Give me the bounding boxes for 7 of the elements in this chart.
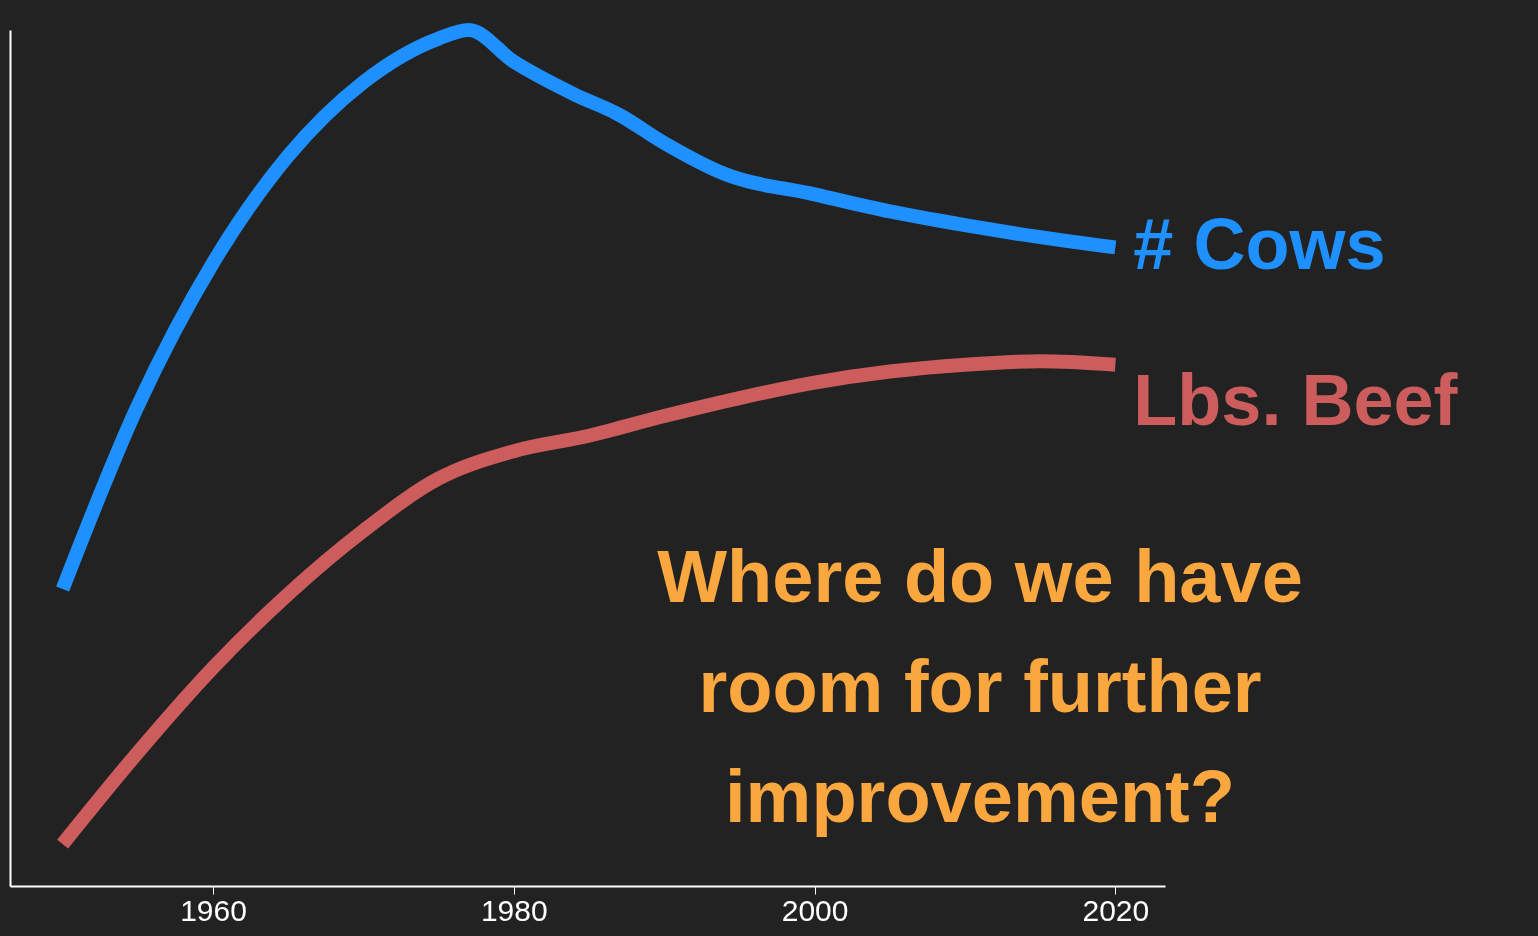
annotation: Where do we have room for further improvement? bbox=[657, 535, 1303, 838]
x-tick-label: 1980 bbox=[480, 893, 548, 927]
series-label: Lbs. Beef bbox=[1133, 359, 1459, 440]
series-label: # Cows bbox=[1133, 204, 1386, 285]
x-tick-label: 2000 bbox=[781, 893, 849, 927]
x-tick-label: 2020 bbox=[1082, 893, 1150, 927]
x-tick-label: 1960 bbox=[180, 893, 247, 927]
